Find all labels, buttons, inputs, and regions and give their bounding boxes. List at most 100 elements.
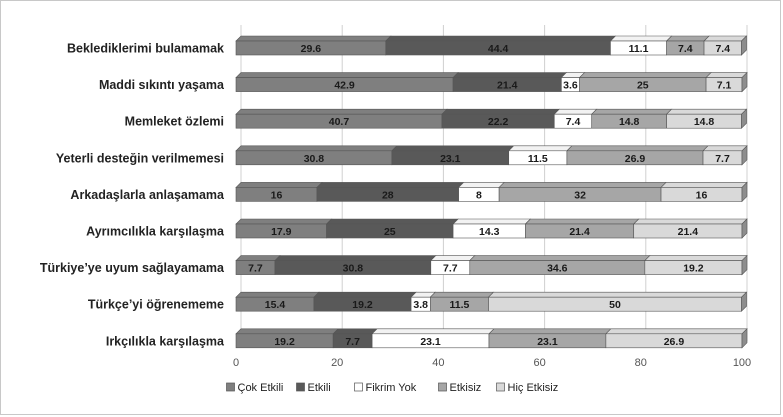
category-label: Türkçe’yi öğrenememe xyxy=(88,298,224,312)
data-label: 16 xyxy=(271,189,283,201)
data-label: 19.2 xyxy=(683,263,704,275)
data-label: 26.9 xyxy=(625,153,646,165)
data-label: 7.7 xyxy=(715,153,730,165)
data-label: 22.2 xyxy=(488,116,509,128)
data-label: 17.9 xyxy=(271,226,292,238)
category-label: Arkadaşlarla anlaşamama xyxy=(70,188,225,202)
legend-label: Çok Etkili xyxy=(238,382,284,394)
bar-segment-çok-etkili xyxy=(235,291,320,312)
bar-end-face xyxy=(741,71,748,93)
bar-end-face xyxy=(741,108,747,129)
data-label: 14.8 xyxy=(694,116,715,128)
data-label: 19.2 xyxy=(352,299,373,311)
data-label: 23.1 xyxy=(440,153,461,165)
data-label: 15.4 xyxy=(265,299,286,311)
bar-segment-çok-etkili xyxy=(235,218,333,239)
x-tick-label-100: 100 xyxy=(733,357,751,369)
data-label: 19.2 xyxy=(274,336,295,348)
data-label: 8 xyxy=(476,189,482,201)
x-tick-label-60: 60 xyxy=(533,357,545,369)
category-label: Türkiye’ye uyum sağlayamama xyxy=(40,261,225,275)
bar-end-face xyxy=(741,181,748,203)
legend-item: Etkisiz xyxy=(438,382,482,394)
legend-label: Etkisiz xyxy=(450,382,482,394)
data-label: 3.8 xyxy=(413,299,428,311)
legend-label: Hiç Etkisiz xyxy=(508,382,559,394)
bar-segment-hiç-etkisiz xyxy=(703,35,748,56)
data-label: 34.6 xyxy=(547,263,568,275)
bar-segment-etkisiz xyxy=(524,218,640,239)
bar-segment-fikrim-yok xyxy=(410,291,437,312)
bar-segment-hiç-etkisiz xyxy=(665,108,748,129)
legend-swatch xyxy=(226,382,235,392)
data-label: 7.4 xyxy=(715,43,730,55)
data-label: 11.5 xyxy=(449,299,469,311)
category-label: Beklediklerimi bulamamak xyxy=(67,42,224,56)
legend-swatch xyxy=(438,382,447,392)
bar-segment-hiç-etkisiz xyxy=(702,145,748,166)
bar-segment-fikrim-yok xyxy=(560,72,586,92)
data-label: 7.1 xyxy=(717,80,732,92)
bar-end-face xyxy=(741,291,747,312)
data-label: 7.7 xyxy=(443,263,458,275)
category-label: Maddi sıkıntı yaşama xyxy=(99,78,225,92)
data-label: 14.8 xyxy=(619,116,640,128)
data-label: 30.8 xyxy=(343,263,364,275)
data-label: 21.4 xyxy=(497,80,518,92)
data-label: 7.7 xyxy=(345,336,360,348)
data-label: 16 xyxy=(696,189,708,201)
bar-segment-çok-etkili xyxy=(235,72,459,92)
legend-item: Hiç Etkisiz xyxy=(496,382,559,394)
bar-segment-etkili xyxy=(325,218,459,239)
category-label: Ayrımcılıkla karşılaşma xyxy=(86,225,225,239)
bar-segment-fikrim-yok xyxy=(371,328,495,349)
data-label: 11.5 xyxy=(528,153,548,165)
bar-segment-fikrim-yok xyxy=(430,255,476,275)
data-label: 42.9 xyxy=(334,80,355,92)
data-label: 23.1 xyxy=(537,336,558,348)
legend-swatch xyxy=(354,382,363,392)
data-label: 44.4 xyxy=(488,43,509,55)
bar-segment-fikrim-yok xyxy=(553,108,598,129)
bar-end-face xyxy=(741,328,748,349)
data-label: 26.9 xyxy=(664,336,685,348)
legend-item: Fikrim Yok xyxy=(354,382,417,394)
data-label: 3.6 xyxy=(563,80,578,92)
category-label: Irkçılıkla karşılaşma xyxy=(106,334,225,348)
x-tick-label-0: 0 xyxy=(233,357,239,369)
category-label: Yeterli desteğin verilmemesi xyxy=(56,151,224,165)
bar-end-face xyxy=(741,254,748,276)
x-tick-label-80: 80 xyxy=(635,357,647,369)
data-label: 7.7 xyxy=(248,263,263,275)
legend-label: Fikrim Yok xyxy=(366,382,417,394)
bar-segment-etkili xyxy=(391,145,515,166)
bar-segment-etkili xyxy=(385,35,617,56)
bar-segment-hiç-etkisiz xyxy=(644,255,748,275)
data-label: 29.6 xyxy=(301,43,322,55)
x-tick-label-40: 40 xyxy=(432,357,444,369)
legend-label: Etkili xyxy=(308,382,331,394)
data-label: 32 xyxy=(574,189,586,201)
bar-segment-etkili xyxy=(452,72,568,92)
data-label: 30.8 xyxy=(304,153,325,165)
bar-segment-etkisiz xyxy=(498,182,667,202)
bar-segment-etkisiz xyxy=(469,255,651,275)
bar-segment-çok-etkili xyxy=(235,108,448,129)
bar-end-face xyxy=(741,35,747,56)
bar-segment-etkisiz xyxy=(578,72,712,92)
bar-end-face xyxy=(741,145,748,166)
data-label: 25 xyxy=(384,226,396,238)
data-label: 11.1 xyxy=(629,43,649,55)
data-label: 50 xyxy=(609,299,621,311)
bar-segment-etkili xyxy=(274,255,437,275)
legend-item: Çok Etkili xyxy=(226,382,284,394)
legend-swatch xyxy=(296,382,305,392)
bar-segment-etkili xyxy=(313,291,417,312)
bar-end-face xyxy=(741,218,748,239)
category-label: Memleket özlemi xyxy=(125,115,224,129)
data-label: 7.4 xyxy=(678,43,693,55)
data-label: 28 xyxy=(382,189,394,201)
x-tick-label-20: 20 xyxy=(331,357,343,369)
data-label: 40.7 xyxy=(329,116,350,128)
